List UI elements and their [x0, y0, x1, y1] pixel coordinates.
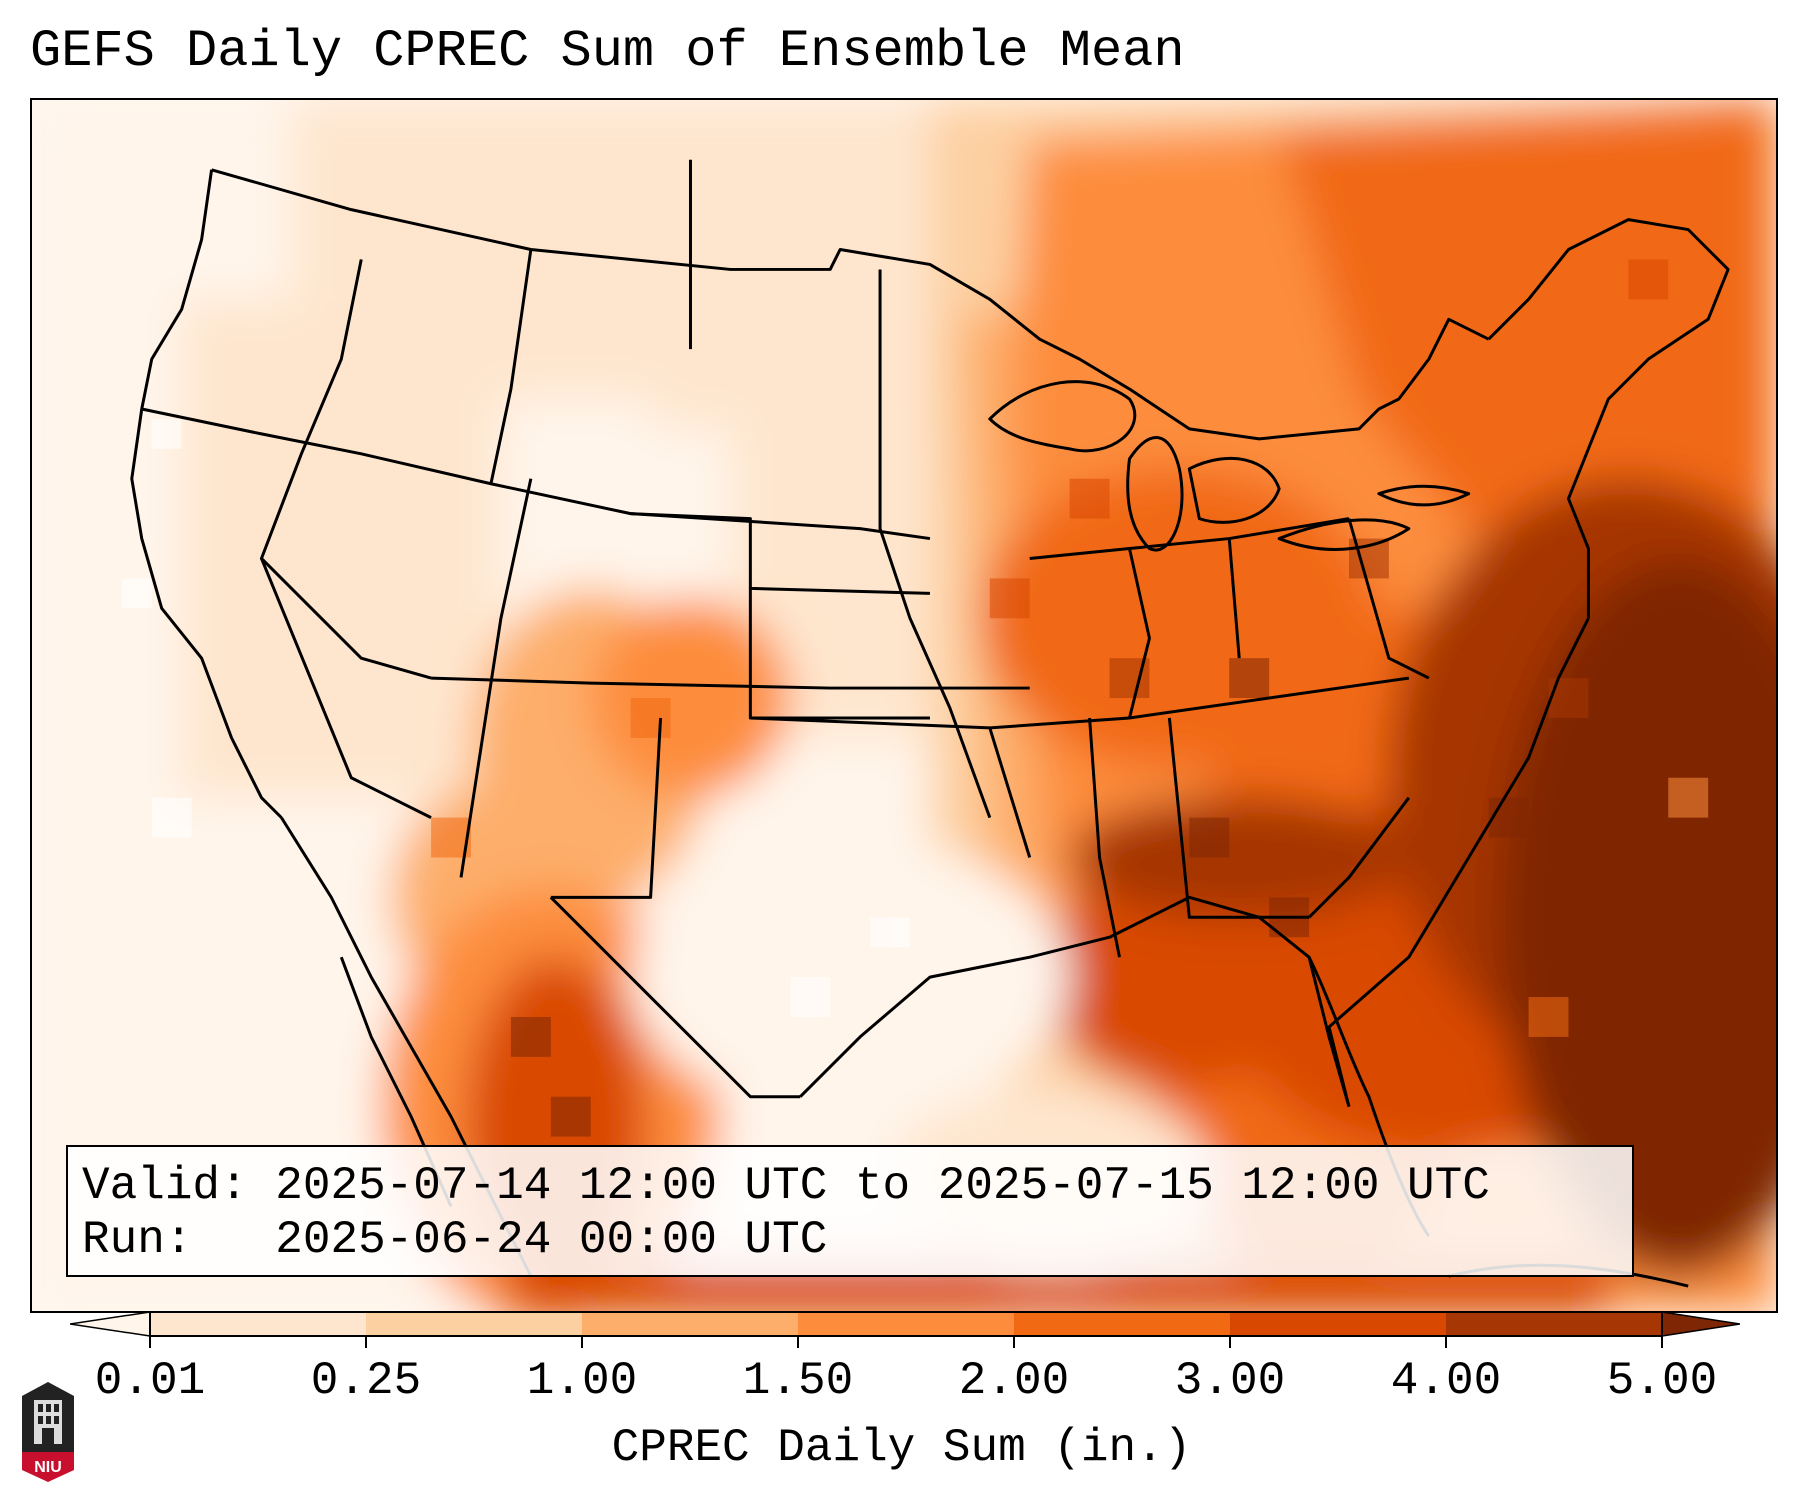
- colorbar-segment-1: [150, 1312, 366, 1336]
- colorbar-label: CPREC Daily Sum (in.): [611, 1422, 1192, 1474]
- map-canvas: [32, 100, 1776, 1311]
- colorbar-extend-high: [1661, 1311, 1740, 1337]
- tick-mark: [365, 1336, 367, 1348]
- colorbar-segment-6: [1230, 1312, 1446, 1336]
- colorbar-extend-low: [70, 1311, 151, 1337]
- tick-label: 4.00: [1390, 1355, 1502, 1407]
- colorbar-svg: [70, 1311, 1740, 1337]
- run-value: 2025-06-24 00:00 UTC: [275, 1214, 828, 1266]
- university-tower-icon: NIU: [22, 1382, 74, 1482]
- tick-label: 0.01: [94, 1355, 206, 1407]
- precip-field: [32, 100, 1776, 1311]
- precipitation-map[interactable]: [30, 98, 1778, 1313]
- valid-run-info-box: Valid: 2025-07-14 12:00 UTC to 2025-07-1…: [66, 1145, 1634, 1277]
- tick-label: 1.50: [742, 1355, 854, 1407]
- tick-mark: [797, 1336, 799, 1348]
- colorbar-segment-4: [798, 1312, 1014, 1336]
- tick-label: 2.00: [958, 1355, 1070, 1407]
- tick-label: 0.25: [310, 1355, 422, 1407]
- tick-mark: [1013, 1336, 1015, 1348]
- run-label: Run:: [82, 1214, 193, 1266]
- tick-label: 3.00: [1174, 1355, 1286, 1407]
- valid-value: 2025-07-14 12:00 UTC to 2025-07-15 12:00…: [275, 1160, 1490, 1212]
- colorbar-segment-3: [582, 1312, 798, 1336]
- niu-logo: NIU: [20, 1382, 76, 1482]
- logo-text: NIU: [34, 1459, 62, 1476]
- tick-label: 1.00: [526, 1355, 638, 1407]
- tick-label: 5.00: [1606, 1355, 1718, 1407]
- tick-mark: [581, 1336, 583, 1348]
- logo-shield: [22, 1452, 74, 1482]
- colorbar-segment-5: [1014, 1312, 1230, 1336]
- tick-mark: [1229, 1336, 1231, 1348]
- map-title: GEFS Daily CPREC Sum of Ensemble Mean: [30, 22, 1185, 81]
- colorbar: [70, 1308, 1740, 1340]
- tick-mark: [149, 1336, 151, 1348]
- tick-mark: [1661, 1336, 1663, 1348]
- colorbar-ticks: 0.01 0.25 1.00 1.50 2.00 3.00 4.00 5.00: [0, 1336, 1803, 1406]
- colorbar-segment-2: [366, 1312, 582, 1336]
- valid-label: Valid:: [82, 1160, 248, 1212]
- tick-mark: [1445, 1336, 1447, 1348]
- colorbar-segment-7: [1446, 1312, 1662, 1336]
